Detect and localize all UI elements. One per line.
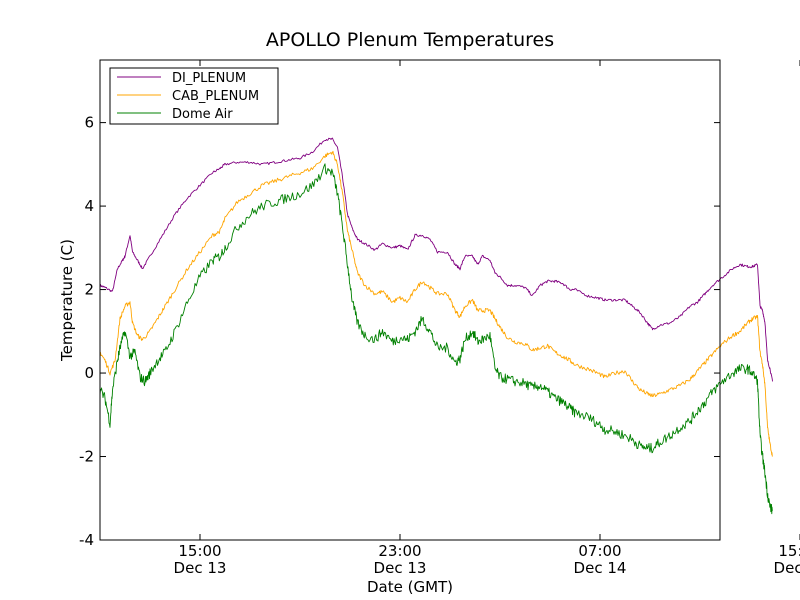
series-layer [99,137,773,515]
y-tick-label: -4 [79,531,94,549]
legend-label-dome-air: Dome Air [172,107,233,122]
legend-entries: DI_PLENUM CAB_PLENUM Dome Air [117,71,259,122]
y-axis-label: Temperature (C) [58,239,76,362]
series-line-dome-air [99,163,773,515]
x-tick-time-label: 07:00 [578,542,621,560]
chart-title: APOLLO Plenum Temperatures [266,29,554,51]
x-tick-time-label: 23:00 [378,542,421,560]
x-tick-time-label: 15:00 [778,542,800,560]
plot-frame [99,59,721,541]
legend-label-cab-plenum: CAB_PLENUM [172,89,259,104]
x-tick-date-label: Dec 14 [574,559,627,577]
x-axis-label: Date (GMT) [367,578,453,596]
y-tick-label: 4 [84,197,94,215]
y-tick-label: 6 [84,114,94,132]
plot-area [100,60,720,540]
x-tick-date-label: Dec 13 [174,559,227,577]
y-tick-label: 0 [84,364,94,382]
y-tick-label: -2 [79,448,94,466]
legend: DI_PLENUM CAB_PLENUM Dome Air [109,67,279,125]
series-line-di-plenum [99,137,773,382]
x-tick-date-label: Dec 13 [374,559,427,577]
x-tick-time-label: 15:00 [178,542,221,560]
y-tick-label: 2 [84,281,94,299]
x-tick-date-label: Dec 14 [774,559,800,577]
series-line-cab-plenum [99,150,773,457]
legend-label-di-plenum: DI_PLENUM [172,71,246,86]
